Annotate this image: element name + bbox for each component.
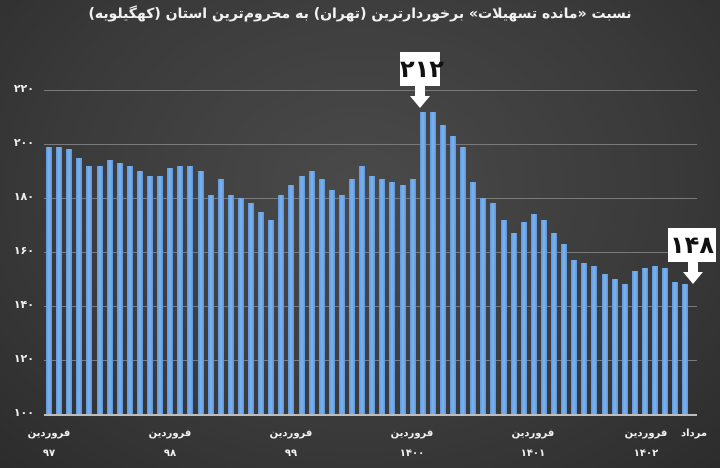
bar — [389, 181, 396, 414]
bar — [672, 281, 679, 414]
bar — [490, 203, 497, 414]
bar — [419, 111, 426, 414]
bar — [268, 219, 275, 414]
gridline — [44, 144, 697, 145]
bar — [308, 171, 315, 414]
bar — [207, 195, 214, 414]
bar — [500, 219, 507, 414]
gridline — [44, 90, 697, 91]
x-tick-month: فروردین — [390, 428, 434, 439]
y-tick-label: ۱۴۰ — [13, 298, 34, 311]
bar — [76, 157, 83, 414]
bar — [177, 165, 184, 414]
bar — [662, 268, 669, 414]
bar — [116, 162, 123, 414]
y-tick-label: ۲۰۰ — [13, 136, 34, 149]
bar — [46, 146, 52, 414]
bar — [621, 284, 628, 414]
bar — [298, 176, 305, 414]
bar — [167, 168, 174, 414]
last-callout: ۱۴۸ — [668, 228, 716, 262]
bar — [571, 260, 578, 414]
bar — [136, 171, 143, 414]
bar — [530, 214, 537, 414]
bar — [379, 179, 386, 414]
x-tick-year: ۹۸ — [163, 448, 177, 459]
x-tick-month: فروردین — [511, 428, 555, 439]
x-axis-line — [44, 414, 697, 416]
bar — [197, 171, 204, 414]
y-tick-label: ۱۰۰ — [13, 406, 34, 419]
bar — [66, 149, 73, 414]
bar — [96, 165, 103, 414]
bar — [480, 198, 487, 414]
bar — [470, 181, 477, 414]
bar — [106, 160, 113, 414]
bar — [409, 179, 416, 414]
bar — [652, 265, 658, 414]
bar — [157, 176, 164, 414]
bar — [551, 233, 557, 414]
bar — [338, 195, 345, 414]
bar — [460, 146, 467, 414]
bar — [318, 179, 325, 414]
bar — [56, 146, 63, 414]
last-arrow-head-icon — [683, 272, 703, 284]
x-tick-year: ۹۷ — [42, 448, 56, 459]
x-tick-month: فروردین — [27, 428, 71, 439]
bar — [581, 262, 588, 414]
bar — [258, 211, 265, 414]
bar — [540, 219, 547, 414]
x-tick-month: فروردین — [624, 428, 668, 439]
x-tick-year: ۱۴۰۱ — [520, 448, 546, 459]
bar — [147, 176, 153, 414]
bar — [631, 270, 638, 414]
bar — [328, 189, 335, 414]
last-arrow-icon — [688, 262, 698, 272]
x-tick-year: ۱۴۰۲ — [633, 448, 659, 459]
y-tick-label: ۱۲۰ — [13, 352, 34, 365]
bar — [429, 111, 436, 414]
y-tick-label: ۱۸۰ — [13, 190, 34, 203]
bar — [217, 179, 224, 414]
bar — [520, 222, 527, 414]
peak-arrow-icon — [415, 86, 425, 96]
bar — [248, 203, 254, 414]
bar — [450, 135, 456, 414]
bar — [682, 284, 689, 414]
bar — [237, 198, 244, 414]
bar — [349, 179, 355, 414]
bar — [86, 165, 93, 414]
bar — [611, 279, 618, 414]
bar — [288, 184, 295, 414]
bar — [591, 265, 598, 414]
bar — [187, 165, 194, 414]
x-tick-month: مرداد — [680, 428, 708, 439]
bar — [641, 268, 648, 414]
bar — [278, 195, 285, 414]
peak-arrow-head-icon — [410, 96, 430, 108]
bar — [126, 165, 133, 414]
y-tick-label: ۲۲۰ — [13, 82, 34, 95]
peak-callout: ۲۱۲ — [400, 52, 444, 86]
x-tick-month: فروردین — [148, 428, 192, 439]
y-tick-label: ۱۶۰ — [13, 244, 34, 257]
bar — [561, 243, 568, 414]
bar — [439, 125, 446, 414]
bar — [601, 273, 608, 414]
bar — [399, 184, 406, 414]
bar — [510, 233, 517, 414]
bar — [359, 165, 366, 414]
x-tick-year: ۱۴۰۰ — [399, 448, 425, 459]
x-tick-month: فروردین — [269, 428, 313, 439]
x-tick-year: ۹۹ — [284, 448, 298, 459]
chart-title: نسبت «مانده تسهیلات» برخوردارترین (تهران… — [88, 6, 632, 22]
bar — [369, 176, 376, 414]
bar — [227, 195, 234, 414]
